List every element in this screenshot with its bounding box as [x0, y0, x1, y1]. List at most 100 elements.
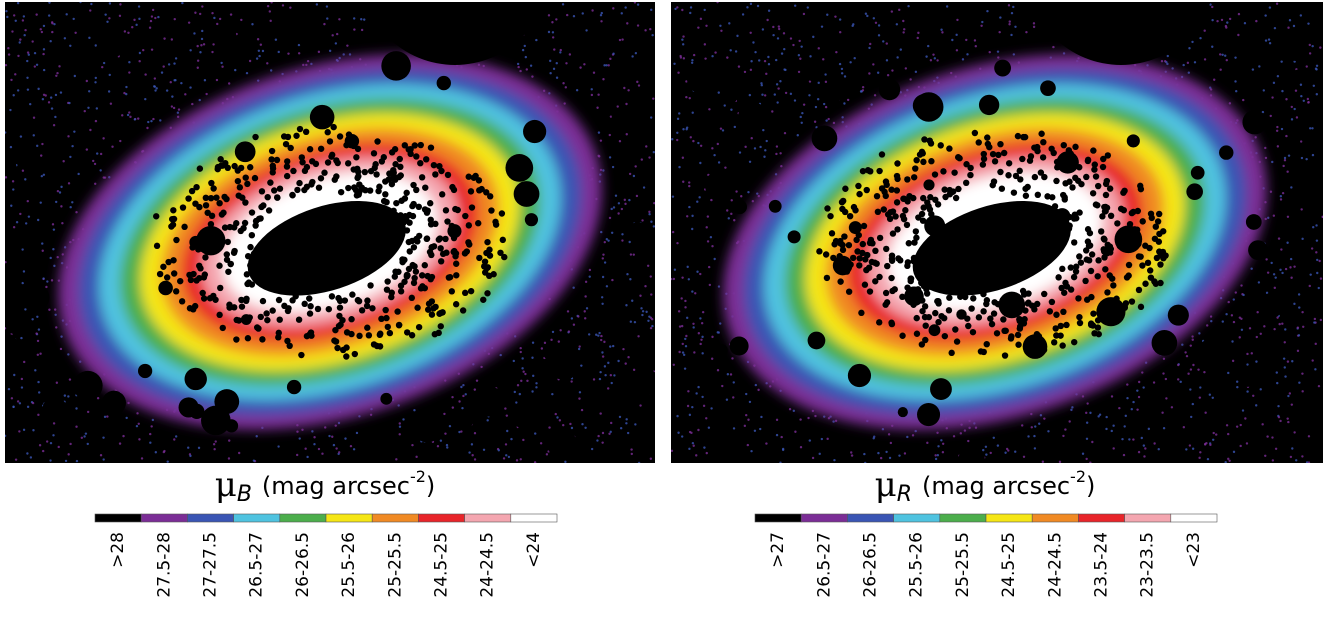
noise: [1308, 284, 1311, 288]
noise: [555, 76, 559, 79]
mask: [1053, 311, 1060, 318]
mask: [738, 102, 768, 133]
mask: [913, 314, 920, 322]
noise: [813, 120, 817, 123]
mask: [931, 171, 939, 178]
mask: [282, 140, 290, 148]
noise: [1310, 247, 1314, 250]
mask: [1067, 264, 1075, 271]
noise: [818, 452, 821, 456]
mask: [1072, 268, 1080, 275]
noise: [1162, 427, 1166, 430]
mask: [365, 2, 545, 65]
noise: [899, 48, 902, 51]
noise: [760, 415, 763, 419]
mask: [971, 129, 979, 137]
noise: [69, 155, 72, 159]
noise: [83, 435, 86, 438]
noise: [863, 452, 866, 456]
noise: [86, 410, 90, 414]
noise: [872, 63, 875, 66]
mask: [1022, 334, 1048, 359]
mask: [476, 254, 483, 262]
noise: [102, 436, 105, 439]
noise: [1225, 58, 1228, 62]
noise: [699, 342, 702, 346]
mask: [410, 244, 418, 251]
noise: [626, 431, 630, 435]
noise: [797, 70, 801, 74]
noise: [808, 80, 812, 83]
noise: [1206, 324, 1209, 327]
noise: [849, 61, 852, 64]
mask: [1144, 259, 1152, 267]
noise: [1299, 140, 1303, 143]
noise: [733, 219, 736, 222]
noise: [697, 385, 700, 389]
noise: [697, 428, 700, 432]
mask: [242, 174, 249, 181]
noise: [138, 60, 141, 63]
noise: [690, 61, 694, 64]
mask: [484, 387, 502, 405]
mask: [341, 297, 349, 304]
noise: [295, 453, 299, 457]
noise: [159, 119, 162, 122]
noise: [1004, 451, 1007, 454]
mask: [289, 192, 296, 199]
noise: [700, 322, 704, 325]
noise: [21, 248, 24, 251]
noise: [650, 8, 653, 12]
noise: [448, 424, 452, 428]
noise: [45, 285, 48, 289]
mask: [951, 169, 958, 176]
noise: [691, 111, 694, 114]
mask: [388, 289, 395, 296]
noise: [604, 374, 607, 377]
mask: [20, 154, 33, 167]
noise: [965, 38, 968, 42]
noise: [1105, 415, 1108, 419]
noise: [108, 176, 111, 179]
colorbar-segment: [187, 513, 234, 523]
noise: [1191, 402, 1195, 406]
noise: [566, 310, 570, 313]
mask: [184, 367, 207, 391]
noise: [516, 384, 520, 387]
noise: [521, 357, 524, 360]
noise: [52, 248, 55, 251]
noise: [711, 335, 714, 339]
noise: [94, 119, 98, 123]
mask: [453, 272, 460, 279]
noise: [1279, 268, 1282, 272]
mask: [1107, 212, 1115, 220]
noise: [705, 451, 708, 455]
noise: [1062, 52, 1066, 55]
mask: [978, 94, 1000, 116]
noise: [11, 30, 14, 33]
noise: [740, 195, 743, 198]
noise: [682, 128, 685, 131]
noise: [193, 32, 196, 35]
mask: [501, 253, 508, 261]
noise: [52, 434, 55, 437]
noise: [881, 428, 885, 431]
noise: [335, 447, 338, 450]
mask: [267, 179, 274, 186]
noise: [738, 151, 742, 154]
noise: [125, 85, 128, 89]
noise: [788, 408, 792, 411]
noise: [1313, 317, 1317, 321]
mask: [906, 192, 913, 200]
noise: [956, 18, 959, 22]
mask: [1157, 261, 1164, 268]
mask: [345, 184, 352, 192]
noise: [618, 38, 622, 42]
noise: [1039, 414, 1043, 417]
mask: [1117, 205, 1125, 212]
mask: [467, 188, 475, 195]
noise: [806, 6, 809, 9]
mask: [1147, 274, 1155, 281]
mask: [153, 242, 161, 250]
mask: [1114, 225, 1143, 254]
